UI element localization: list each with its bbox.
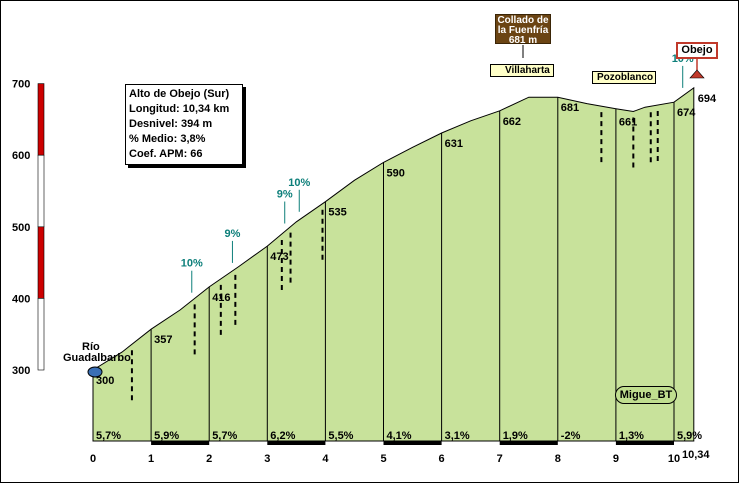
x-tick-label: 4 xyxy=(322,453,329,465)
summit-label: Collado de la Fuenfría 681 m xyxy=(495,14,551,46)
elevation-bar-segment xyxy=(37,154,45,228)
segment-gradient: 5,7% xyxy=(212,430,237,442)
segment-gradient: 5,9% xyxy=(154,430,179,442)
km-strip-black xyxy=(383,441,442,445)
km-elevation-label: 300 xyxy=(96,375,114,387)
segment-gradient: 1,9% xyxy=(503,430,528,442)
start-label-line-2: Guadalbarbo xyxy=(63,352,131,364)
x-tick-label: 7 xyxy=(497,453,503,465)
river-icon xyxy=(87,366,103,378)
y-tick-label: 600 xyxy=(12,150,30,162)
x-tick-label: 3 xyxy=(264,453,270,465)
elevation-bar-segment xyxy=(37,298,45,371)
km-elevation-label: 357 xyxy=(154,334,172,346)
summit-line-1: Collado de xyxy=(497,15,549,26)
climb-name: Alto de Obejo (Sur) xyxy=(129,88,230,100)
x-tick-label: 9 xyxy=(613,453,619,465)
climb-gain: Desnivel: 394 m xyxy=(129,118,213,130)
y-tick-label: 400 xyxy=(12,293,30,305)
sign-pozoblanco: Pozoblanco xyxy=(592,71,656,84)
km-elevation-label: 674 xyxy=(677,107,696,119)
profile-area xyxy=(92,86,695,442)
elevation-bar-segment xyxy=(37,83,45,156)
segment-gradient: -2% xyxy=(561,430,581,442)
ramp-percent: 10% xyxy=(181,258,203,270)
summit-line-2: la Fuenfría xyxy=(497,25,549,36)
ramp-percent: 9% xyxy=(224,228,240,240)
x-tick-label: 10 xyxy=(668,453,680,465)
end-town-label: Obejo xyxy=(676,42,718,59)
km-elevation-label: 694 xyxy=(698,93,717,105)
town-icon xyxy=(689,69,705,79)
km-strip-black xyxy=(151,441,210,445)
y-tick-label: 500 xyxy=(12,222,30,234)
x-tick-label: 0 xyxy=(90,453,96,465)
km-strip-black xyxy=(499,441,558,445)
y-tick-label: 700 xyxy=(12,79,30,91)
segment-gradient: 4,1% xyxy=(387,430,412,442)
x-tick-label: 6 xyxy=(439,453,445,465)
segment-gradient: 5,7% xyxy=(96,430,121,442)
y-tick-label: 300 xyxy=(12,365,30,377)
climb-average: % Medio: 3,8% xyxy=(129,133,206,145)
x-tick-label: 8 xyxy=(555,453,561,465)
km-elevation-label: 662 xyxy=(503,116,521,128)
x-tick-label-end: 10,34 xyxy=(682,449,710,461)
climb-length: Longitud: 10,34 km xyxy=(129,103,230,115)
segment-gradient: 3,1% xyxy=(445,430,470,442)
segment-gradient: 6,2% xyxy=(270,430,295,442)
segment-gradient: 5,9% xyxy=(677,430,702,442)
climb-coefficient: Coef. APM: 66 xyxy=(129,148,203,160)
km-elevation-label: 473 xyxy=(270,251,288,263)
start-label-line-1: Río xyxy=(82,341,100,353)
x-tick-label: 5 xyxy=(380,453,386,465)
km-strip-black xyxy=(267,441,326,445)
segment-gradient: 5,5% xyxy=(328,430,353,442)
summit-line-3: 681 m xyxy=(508,35,538,46)
climb-info-box: Alto de Obejo (Sur) Longitud: 10,34 km D… xyxy=(125,84,243,165)
x-tick-label: 1 xyxy=(148,453,154,465)
elevation-bar-segment xyxy=(37,226,45,299)
km-elevation-label: 535 xyxy=(328,207,346,219)
segment-gradient: 1,3% xyxy=(619,430,644,442)
ramp-percent: 10% xyxy=(288,177,310,189)
x-tick-label: 2 xyxy=(206,453,212,465)
km-elevation-label: 590 xyxy=(387,167,405,179)
ramp-percent: 9% xyxy=(277,189,293,201)
author-credit: Migue_BT xyxy=(615,386,677,404)
sign-villaharta: Villaharta xyxy=(490,64,554,77)
km-elevation-label: 661 xyxy=(619,117,637,129)
km-strip-black xyxy=(615,441,674,445)
km-elevation-label: 631 xyxy=(445,138,463,150)
km-elevation-label: 681 xyxy=(561,102,579,114)
